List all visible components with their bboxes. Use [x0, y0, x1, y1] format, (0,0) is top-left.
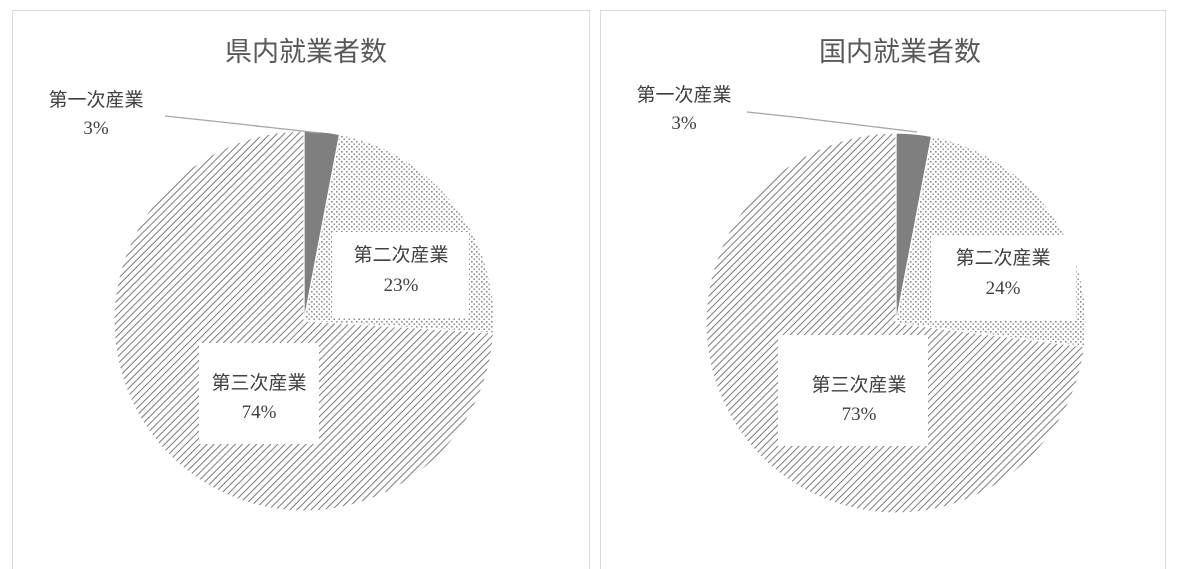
chart-panel-prefecture: 県内就業者数 第一次産業 3% 第二次産業 23% 第三次産業 74% [12, 10, 590, 569]
data-label-secondary-name: 第二次産業 [353, 244, 448, 266]
chart-title: 国内就業者数 [819, 37, 981, 67]
data-label-primary-name: 第一次産業 [48, 89, 143, 111]
data-label-tertiary-value: 73% [842, 404, 877, 425]
data-label-box [332, 232, 469, 318]
data-label-primary-value: 3% [671, 113, 697, 134]
chart-border [1165, 10, 1166, 569]
chart-border [600, 10, 601, 569]
data-label-tertiary-name: 第三次産業 [811, 374, 906, 396]
data-label-tertiary-value: 74% [242, 402, 277, 423]
chart-border [12, 10, 590, 11]
pie-chart-svg: 県内就業者数 第一次産業 3% 第二次産業 23% 第三次産業 74% [48, 37, 495, 512]
chart-border [600, 10, 1166, 11]
pie-chart-svg: 国内就業者数 第一次産業 3% 第二次産業 24% 第三次産業 73% [636, 37, 1087, 514]
data-label-secondary-value: 24% [986, 278, 1021, 299]
data-label-box [199, 343, 319, 444]
data-label-tertiary-name: 第三次産業 [211, 372, 306, 394]
data-label-primary-name: 第一次産業 [636, 84, 731, 106]
leader-line [746, 111, 918, 133]
chart-title: 県内就業者数 [225, 37, 387, 67]
data-label-box [931, 235, 1076, 321]
chart-border [12, 10, 13, 569]
data-label-box [778, 335, 928, 446]
data-label-secondary-value: 23% [384, 275, 419, 296]
chart-panel-national: 国内就業者数 第一次産業 3% 第二次産業 24% 第三次産業 73% [594, 0, 1178, 569]
leader-line [164, 115, 321, 134]
data-label-secondary-name: 第二次産業 [955, 247, 1050, 269]
chart-border [589, 10, 590, 569]
data-label-primary-value: 3% [83, 118, 109, 139]
